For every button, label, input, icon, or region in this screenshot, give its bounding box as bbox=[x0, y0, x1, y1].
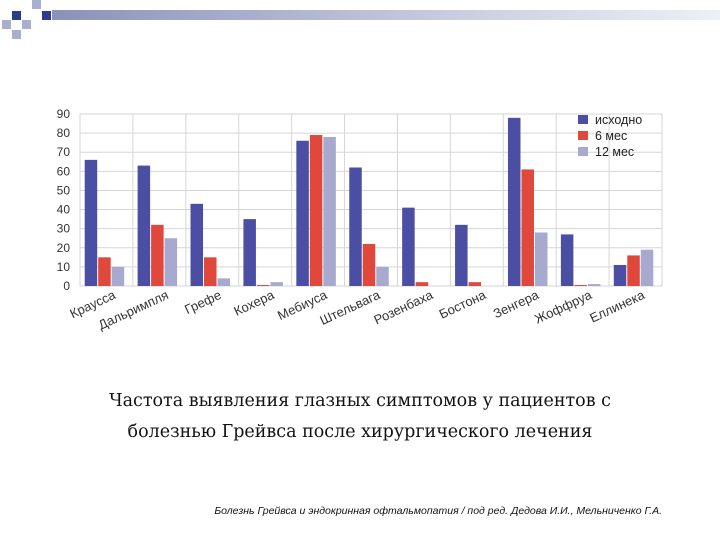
caption-line-1: Частота выявления глазных симптомов у па… bbox=[109, 391, 611, 411]
bar bbox=[560, 234, 574, 286]
bar bbox=[164, 238, 178, 286]
bar bbox=[376, 266, 389, 286]
y-tick-label: 50 bbox=[57, 183, 71, 197]
bar bbox=[270, 282, 283, 286]
bar bbox=[349, 167, 362, 286]
legend-label: 6 мес bbox=[595, 129, 627, 143]
bar bbox=[402, 207, 415, 286]
bar bbox=[243, 219, 256, 286]
y-tick-label: 40 bbox=[57, 203, 71, 217]
y-tick-label: 0 bbox=[63, 279, 70, 293]
bar bbox=[204, 257, 217, 286]
bar bbox=[640, 249, 654, 286]
bar bbox=[534, 232, 548, 286]
deco-square bbox=[12, 30, 21, 39]
y-tick-label: 70 bbox=[57, 145, 71, 159]
source-citation: Болезнь Грейвса и эндокринная офтальмопа… bbox=[214, 505, 662, 517]
x-category-label: Бостона bbox=[437, 287, 489, 322]
bar bbox=[415, 282, 429, 286]
bar bbox=[521, 169, 534, 286]
bar bbox=[98, 257, 111, 286]
x-category-label: Еллинека bbox=[587, 287, 647, 326]
legend-label: исходно bbox=[595, 113, 642, 127]
bar bbox=[574, 285, 587, 286]
y-tick-label: 60 bbox=[57, 164, 71, 178]
y-tick-label: 90 bbox=[57, 107, 71, 121]
x-category-label: Кохера bbox=[231, 287, 277, 319]
x-category-label: Штельвага bbox=[317, 287, 383, 328]
header-gradient-bar bbox=[52, 10, 720, 20]
caption-line-2: болезнью Грейвса после хирургического ле… bbox=[127, 422, 593, 442]
bar bbox=[84, 159, 98, 286]
corner-decoration bbox=[0, 0, 60, 40]
bar bbox=[256, 285, 270, 286]
y-tick-label: 30 bbox=[57, 222, 71, 236]
slide-caption: Частота выявления глазных симптомов у па… bbox=[30, 386, 690, 448]
bar bbox=[587, 284, 601, 286]
bar bbox=[455, 224, 468, 286]
bar bbox=[137, 165, 151, 286]
y-tick-label: 80 bbox=[57, 126, 71, 140]
bar bbox=[296, 140, 309, 286]
x-category-label: Грефе bbox=[182, 287, 223, 317]
deco-square bbox=[32, 0, 41, 9]
legend-swatch bbox=[578, 115, 588, 124]
deco-square bbox=[22, 20, 31, 29]
deco-square bbox=[42, 11, 51, 20]
x-category-label: Розенбаха bbox=[371, 287, 435, 328]
deco-square bbox=[2, 20, 11, 29]
bar bbox=[362, 243, 376, 286]
bar bbox=[323, 136, 336, 286]
x-category-label: Жоффруа bbox=[532, 287, 594, 327]
bar bbox=[507, 117, 521, 286]
bar bbox=[613, 264, 627, 286]
legend-swatch bbox=[578, 147, 588, 156]
bar bbox=[190, 203, 204, 286]
legend-swatch bbox=[578, 131, 588, 140]
bar bbox=[309, 135, 323, 286]
bar bbox=[217, 278, 231, 286]
bar bbox=[468, 282, 482, 286]
y-tick-label: 20 bbox=[57, 241, 71, 255]
legend-label: 12 мес bbox=[595, 145, 634, 159]
bar bbox=[627, 255, 640, 286]
y-tick-label: 10 bbox=[57, 260, 71, 274]
bar bbox=[151, 224, 164, 286]
deco-square bbox=[12, 11, 21, 20]
bar bbox=[111, 266, 125, 286]
